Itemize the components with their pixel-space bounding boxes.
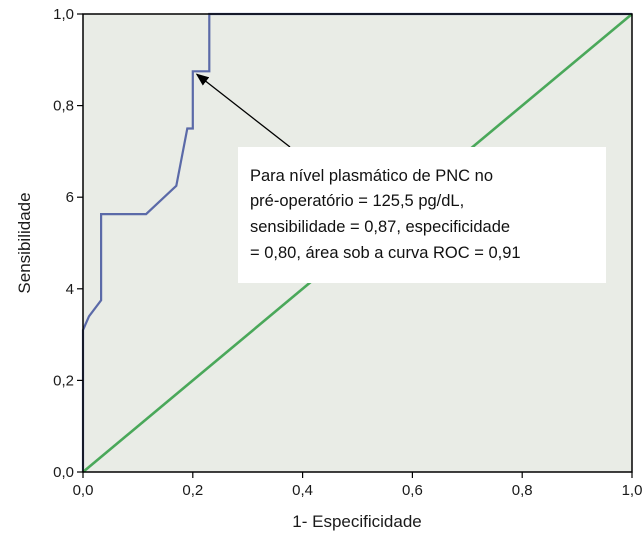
annotation-line-3: sensibilidade = 0,87, especificidade (250, 218, 510, 236)
annotation-line-1: Para nível plasmático de PNC no (250, 167, 493, 185)
y-tick-label: 4 (66, 281, 74, 298)
x-tick-label: 0,8 (512, 482, 533, 499)
roc-curve-line (81, 12, 632, 472)
annotation-arrow (195, 73, 291, 148)
x-axis-label: 1- Especificidade (292, 512, 421, 531)
plot-frame (82, 13, 633, 473)
y-tick-label: 0,8 (53, 98, 74, 115)
tick-labels: 0,0 0,2 0,4 0,6 0,8 1,0 0,0 0,2 4 6 0,8 1,0 (53, 6, 642, 499)
y-tick-label: 0,2 (53, 372, 74, 389)
annotation-line-4: = 0,80, área sob a curva ROC = 0,91 (250, 244, 521, 262)
x-tick-label: 0,0 (73, 482, 94, 499)
ticks-layer (77, 13, 633, 478)
x-tick-label: 0,2 (182, 482, 203, 499)
annotation-box (238, 147, 606, 283)
x-tick-label: 1,0 (622, 482, 643, 499)
y-tick-label: 6 (66, 189, 74, 206)
y-tick-label: 0,0 (53, 464, 74, 481)
y-axis-label: Sensibilidade (15, 192, 34, 293)
y-tick-label: 1,0 (53, 6, 74, 23)
x-tick-label: 0,6 (402, 482, 423, 499)
annotation-line-2: pré-operatório = 125,5 pg/dL, (250, 192, 464, 210)
x-tick-label: 0,4 (292, 482, 313, 499)
